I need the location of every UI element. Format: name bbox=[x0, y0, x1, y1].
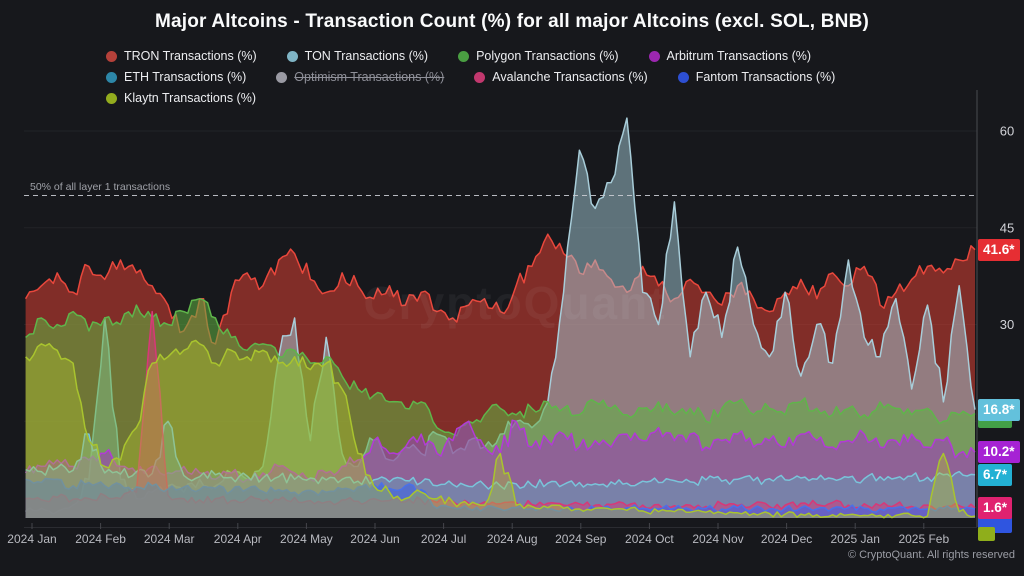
x-axis-label: 2024 Sep bbox=[555, 532, 607, 546]
legend-label: TON Transactions (%) bbox=[304, 49, 429, 63]
x-axis-label: 2024 Mar bbox=[144, 532, 195, 546]
legend-label: ETH Transactions (%) bbox=[124, 70, 247, 84]
legend-item-avalanche[interactable]: Avalanche Transactions (%) bbox=[474, 70, 648, 84]
watermark: CryptoQuant bbox=[363, 277, 667, 329]
legend-dot-icon bbox=[106, 50, 117, 62]
legend-item-tron[interactable]: TRON Transactions (%) bbox=[106, 49, 257, 63]
y-axis-tick: 30 bbox=[1000, 317, 1014, 332]
legend-dot-icon bbox=[106, 71, 117, 83]
legend-dot-icon bbox=[276, 71, 288, 83]
x-axis-label: 2024 May bbox=[280, 532, 333, 546]
x-axis-label: 2024 Apr bbox=[214, 532, 262, 546]
legend-item-fantom[interactable]: Fantom Transactions (%) bbox=[677, 70, 836, 84]
legend-label: Arbitrum Transactions (%) bbox=[666, 49, 812, 63]
legend-label: Optimism Transactions (%) bbox=[294, 70, 445, 84]
legend-dot-icon bbox=[286, 50, 298, 62]
value-badge-avalanche: 1.6* bbox=[978, 497, 1013, 519]
fifty-percent-annotation: 50% of all layer 1 transactions bbox=[30, 181, 171, 193]
y-axis-tick: 45 bbox=[1000, 220, 1014, 235]
x-axis-label: 2024 Aug bbox=[487, 532, 538, 546]
legend-label: Avalanche Transactions (%) bbox=[492, 70, 648, 84]
legend-item-arbitrum[interactable]: Arbitrum Transactions (%) bbox=[648, 49, 812, 63]
legend-item-ton[interactable]: TON Transactions (%) bbox=[286, 49, 429, 63]
x-axis-label: 2024 Jun bbox=[350, 532, 399, 546]
value-badge-klaytn bbox=[978, 527, 995, 541]
x-axis-label: 2024 Dec bbox=[761, 532, 812, 546]
legend-item-eth[interactable]: ETH Transactions (%) bbox=[106, 70, 246, 84]
x-axis-label: 2025 Feb bbox=[898, 532, 949, 546]
value-badge-tron: 41.6* bbox=[978, 239, 1020, 261]
value-badge-arbitrum: 10.2* bbox=[978, 441, 1020, 463]
chart-title: Major Altcoins - Transaction Count (%) f… bbox=[154, 11, 870, 32]
legend-label: TRON Transactions (%) bbox=[124, 49, 257, 63]
legend-dot-icon bbox=[474, 71, 486, 83]
legend-dot-icon bbox=[458, 50, 470, 62]
y-axis-tick: 60 bbox=[1000, 124, 1014, 139]
legend-dot-icon bbox=[648, 50, 660, 62]
x-axis-label: 2025 Jan bbox=[831, 532, 880, 546]
value-badge-eth: 6.7* bbox=[978, 464, 1013, 486]
x-axis-label: 2024 Nov bbox=[692, 532, 743, 546]
legend-label: Fantom Transactions (%) bbox=[695, 70, 836, 84]
x-axis-label: 2024 Oct bbox=[625, 532, 674, 546]
x-axis-label: 2024 Jul bbox=[421, 532, 466, 546]
legend-item-optimism[interactable]: Optimism Transactions (%) bbox=[276, 70, 444, 84]
legend-label: Klaytn Transactions (%) bbox=[124, 91, 256, 105]
legend-dot-icon bbox=[677, 71, 689, 83]
legend-item-polygon[interactable]: Polygon Transactions (%) bbox=[458, 49, 619, 63]
legend-label: Polygon Transactions (%) bbox=[476, 49, 619, 63]
x-axis-label: 2024 Jan bbox=[7, 532, 56, 546]
value-badge-ton: 16.8* bbox=[978, 399, 1020, 421]
legend-dot-icon bbox=[106, 92, 117, 104]
last-value-badges: 41.6* 16.8* 10.2* 6.7* 1.6* bbox=[978, 0, 1024, 576]
legend-item-klaytn[interactable]: Klaytn Transactions (%) bbox=[106, 91, 256, 105]
copyright-note: © CryptoQuant. All rights reserved bbox=[847, 549, 1015, 561]
x-axis-label: 2024 Feb bbox=[75, 532, 126, 546]
legend: TRON Transactions (%) TON Transactions (%… bbox=[106, 49, 936, 105]
